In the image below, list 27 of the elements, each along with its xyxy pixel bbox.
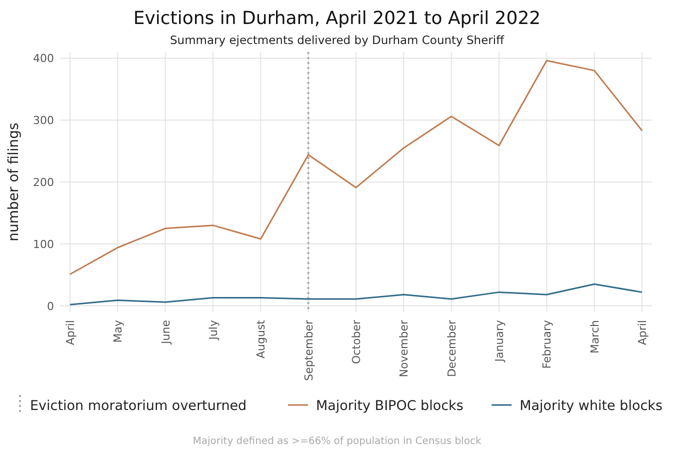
x-tick-label: April xyxy=(636,320,649,346)
y-tick-label: 0 xyxy=(47,300,54,313)
legend-label: Majority BIPOC blocks xyxy=(316,398,464,414)
x-tick-label: December xyxy=(445,320,458,378)
x-tick-label: June xyxy=(159,320,172,345)
x-tick-label: March xyxy=(588,320,602,354)
x-tick-label: April xyxy=(64,320,77,346)
y-tick-label: 400 xyxy=(33,52,54,66)
y-tick-label: 100 xyxy=(33,238,54,251)
chart-title: Evictions in Durham, April 2021 to April 2022 xyxy=(133,8,541,29)
x-tick-label: August xyxy=(254,319,268,358)
x-tick-label: July xyxy=(207,320,220,341)
y-tick-label: 200 xyxy=(33,176,54,189)
line-series xyxy=(69,60,643,275)
x-tick-label: February xyxy=(540,320,554,369)
text: Majority defined as >=66% of population in Census block xyxy=(192,436,482,447)
legend-label: Eviction moratorium overturned xyxy=(30,398,247,414)
legend-label: Majority white blocks xyxy=(520,398,663,414)
x-tick-label: October xyxy=(350,320,363,364)
x-tick-label: May xyxy=(112,320,125,343)
x-tick-label: January xyxy=(493,320,506,363)
x-tick-label: September xyxy=(302,320,316,381)
y-axis-title: number of filings xyxy=(6,122,22,242)
y-tick-label: 300 xyxy=(33,114,54,128)
chart-subtitle: Summary ejectments delivered by Durham County Sheriff xyxy=(170,33,506,47)
line-series xyxy=(69,283,643,306)
x-tick-label: November xyxy=(398,320,411,378)
